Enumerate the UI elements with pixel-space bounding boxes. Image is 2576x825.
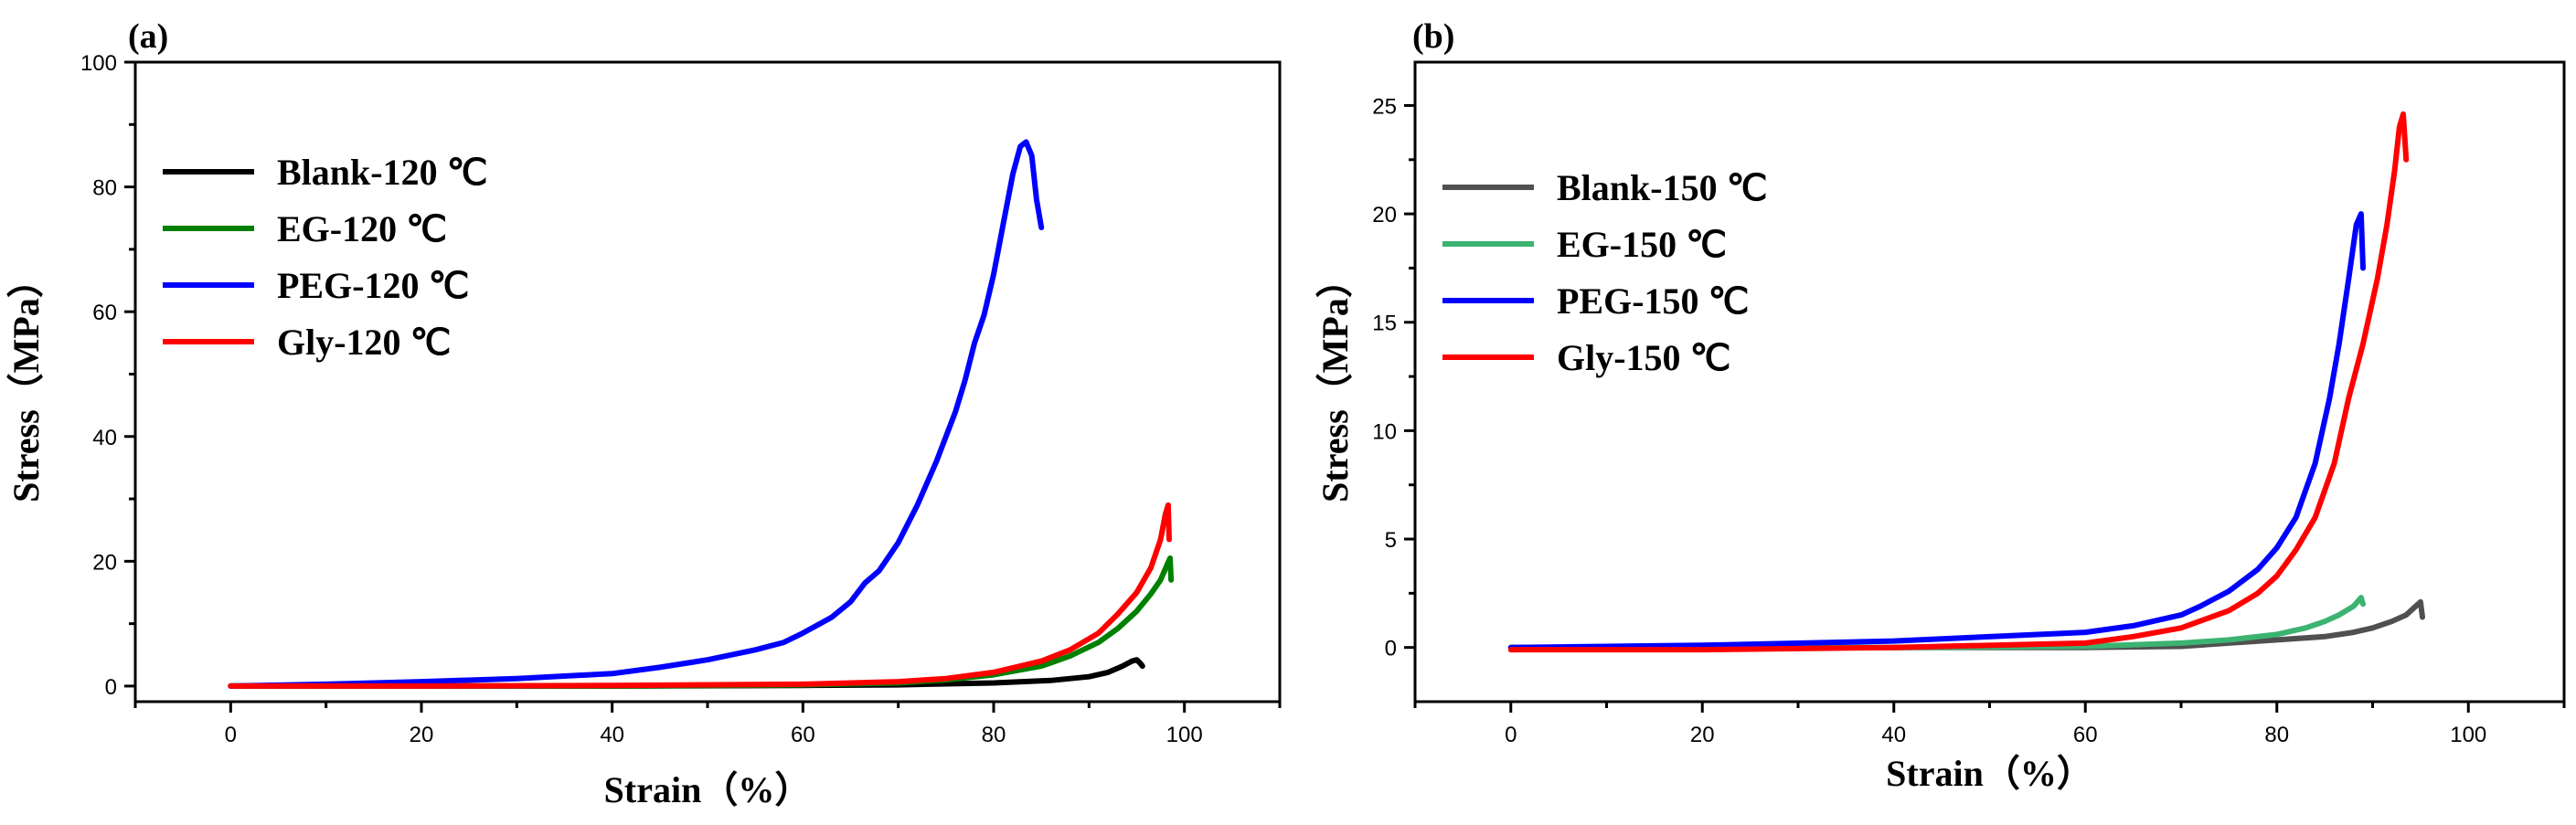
y-tick-label: 60 [92,301,117,325]
y-tick-label: 10 [1372,419,1397,444]
y-axis-title: Stress（MPa） [5,261,47,502]
x-tick-label: 0 [225,723,237,747]
x-tick-label: 100 [2450,723,2486,747]
series-line-peg [228,139,1045,689]
series-line-blank [1507,598,2425,650]
legend-label: Gly-120 ℃ [277,322,451,363]
y-tick-label: 20 [92,550,117,575]
y-tick-label: 25 [1372,94,1397,119]
y-tick-label: 20 [1372,203,1397,227]
y-tick-label: 0 [105,675,117,700]
legend-label: Gly-150 ℃ [1557,337,1730,378]
x-tick-label: 60 [2073,723,2098,747]
x-tick-label: 100 [1166,723,1203,747]
x-axis-title: Strain（%） [1886,753,2093,794]
x-tick-label: 80 [2264,723,2289,747]
legend: Blank-150 ℃ EG-150 ℃ PEG-150 ℃ Gly-150 ℃ [1442,167,1768,378]
x-axis-title: Strain（%） [604,769,812,810]
x-tick-label: 0 [1505,723,1517,747]
y-tick-label: 0 [1385,637,1397,661]
series-line-peg [1507,211,2366,650]
panel-b: 0 20 40 60 80 100 0 5 10 15 20 25 Blank-150 ℃ EG-150 … [1315,17,2566,794]
legend-label: EG-120 ℃ [277,208,447,249]
y-tick-label: 5 [1385,528,1397,553]
x-tick-label: 20 [1690,723,1715,747]
x-tick-label: 80 [982,723,1006,747]
y-axis-title: Stress（MPa） [1315,261,1356,502]
legend-label: Blank-120 ℃ [277,152,488,193]
x-tick-label: 40 [600,723,624,747]
panel-a: 0 20 40 60 80 100 0 20 40 60 80 100 Blank-120 ℃ EG-12… [5,17,1282,810]
series-line-eg [228,555,1175,689]
plot-frame [1413,60,2566,703]
x-tick-label: 20 [410,723,434,747]
series-line-gly [1507,111,2410,653]
y-tick-label: 100 [80,51,117,76]
legend-label: Blank-150 ℃ [1557,167,1768,208]
legend-label: PEG-150 ℃ [1557,280,1749,322]
legend: Blank-120 ℃ EG-120 ℃ PEG-120 ℃ Gly-120 ℃ [163,152,488,363]
y-tick-label: 15 [1372,312,1397,336]
legend-label: EG-150 ℃ [1557,224,1727,265]
x-tick-label: 40 [1881,723,1906,747]
legend-label: PEG-120 ℃ [277,265,469,306]
panel-label: (a) [128,17,168,56]
x-tick-label: 60 [791,723,815,747]
panel-label: (b) [1412,17,1454,56]
series-line-gly [228,502,1172,689]
y-tick-label: 40 [92,426,117,450]
y-tick-label: 80 [92,176,117,201]
